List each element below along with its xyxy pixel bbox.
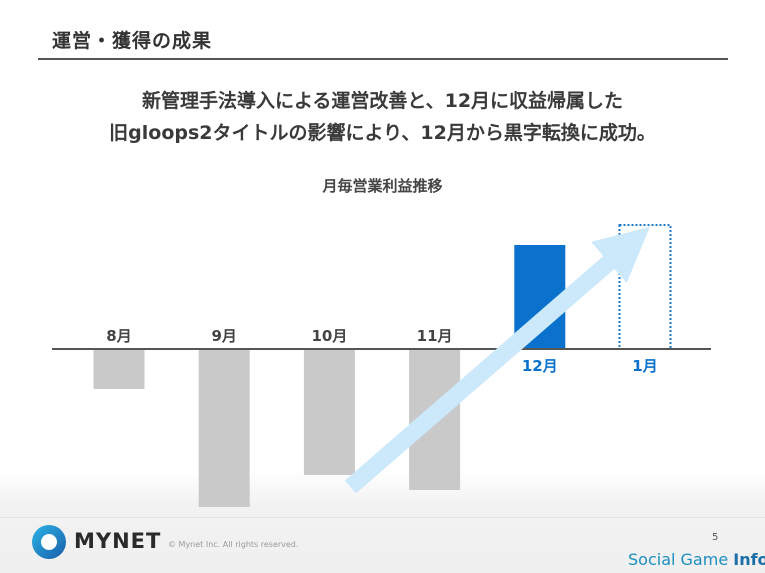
headline-line-2: 旧gloops2タイトルの影響により、12月から黒字転換に成功。: [109, 122, 656, 144]
watermark-text: Social Game: [628, 550, 734, 569]
bar-3: [303, 349, 355, 475]
footer-divider: [0, 517, 765, 518]
x-tick-label-1: 8月: [106, 327, 131, 345]
x-tick-label-5: 12月: [522, 357, 558, 375]
x-tick-label-6: 1月: [632, 357, 657, 375]
copyright-notice: © Mynet Inc. All rights reserved.: [168, 540, 299, 549]
trend-arrow: [344, 226, 650, 494]
mynet-logo-text: MYNET: [74, 529, 162, 553]
footer-band: [0, 470, 765, 573]
x-tick-label-3: 10月: [311, 327, 347, 345]
slide-title: 運営・獲得の成果: [52, 30, 213, 52]
x-tick-label-4: 11月: [417, 327, 453, 345]
watermark-text-bold: Info: [733, 550, 765, 569]
bar-2: [198, 349, 250, 507]
x-tick-label-2: 9月: [211, 327, 236, 345]
mynet-logo-icon: [32, 525, 66, 559]
headline-line-1: 新管理手法導入による運営改善と、12月に収益帰属した: [141, 90, 624, 112]
bar-1: [93, 349, 145, 389]
title-divider: [38, 58, 728, 60]
bar-6: [618, 224, 672, 350]
source-watermark: Social Game Info: [628, 550, 765, 569]
page-number: 5: [712, 532, 719, 543]
chart-title: 月毎営業利益推移: [322, 177, 443, 195]
